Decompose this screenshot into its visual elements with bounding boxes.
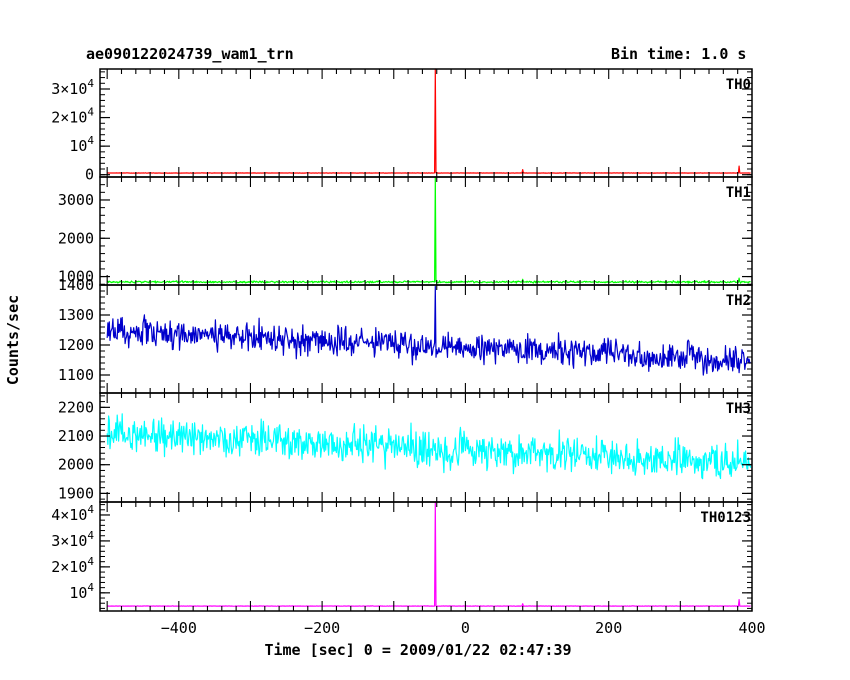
panel-frame-th0 <box>99 68 753 178</box>
series-line-th0123 <box>107 501 751 607</box>
series-line-th2 <box>106 285 752 376</box>
y-tick-label: 1200 <box>58 336 94 354</box>
y-tick-label: 104 <box>69 134 94 155</box>
y-tick-label: 2×104 <box>51 106 94 127</box>
y-tick-label: 3×104 <box>51 77 94 98</box>
y-tick-label: 1300 <box>58 306 94 324</box>
panel-frame-th0123 <box>99 501 753 612</box>
y-tick-label: 2200 <box>58 398 94 416</box>
y-axis-label: Counts/sec <box>4 295 22 385</box>
y-tick-label: 2000 <box>58 456 94 474</box>
x-tick-label: −400 <box>161 619 197 637</box>
y-tick-label: 1100 <box>58 366 94 384</box>
y-tick-label: 0 <box>85 166 94 184</box>
x-tick-label: −200 <box>304 619 340 637</box>
y-tick-label: 1400 <box>58 276 94 294</box>
chart-title: ae090122024739_wam1_trn <box>86 45 294 63</box>
series-line-th0 <box>107 68 751 174</box>
bin-time-label: Bin time: 1.0 s <box>611 45 747 63</box>
panel-label-th0123: TH0123 <box>700 510 751 526</box>
y-tick-label: 3000 <box>58 191 94 209</box>
panel-label-th3: TH3 <box>726 401 751 417</box>
y-tick-label: 3×104 <box>51 529 94 550</box>
y-tick-label: 2×104 <box>51 555 94 576</box>
y-tick-label: 1900 <box>58 484 94 502</box>
panel-frame-th1 <box>99 176 753 286</box>
y-tick-label: 104 <box>69 581 94 602</box>
panel-label-th1: TH1 <box>726 185 751 201</box>
y-tick-label: 2000 <box>58 229 94 247</box>
series-line-th1 <box>106 176 751 284</box>
panel-label-th2: TH2 <box>726 293 751 309</box>
labels-layer: TH001042×1043×104TH1100020003000TH211001… <box>4 77 766 659</box>
traces-layer <box>106 68 752 607</box>
y-tick-label: 4×104 <box>51 503 94 524</box>
x-tick-label: 200 <box>595 619 622 637</box>
panel-label-th0: TH0 <box>726 77 751 93</box>
frames-layer <box>99 68 753 612</box>
y-tick-label: 1000 <box>58 268 94 286</box>
x-tick-label: 400 <box>738 619 765 637</box>
y-tick-label: 2100 <box>58 427 94 445</box>
series-line-th3 <box>106 413 752 480</box>
x-tick-label: 0 <box>461 619 470 637</box>
x-axis-label: Time [sec] 0 = 2009/01/22 02:47:39 <box>264 641 571 659</box>
